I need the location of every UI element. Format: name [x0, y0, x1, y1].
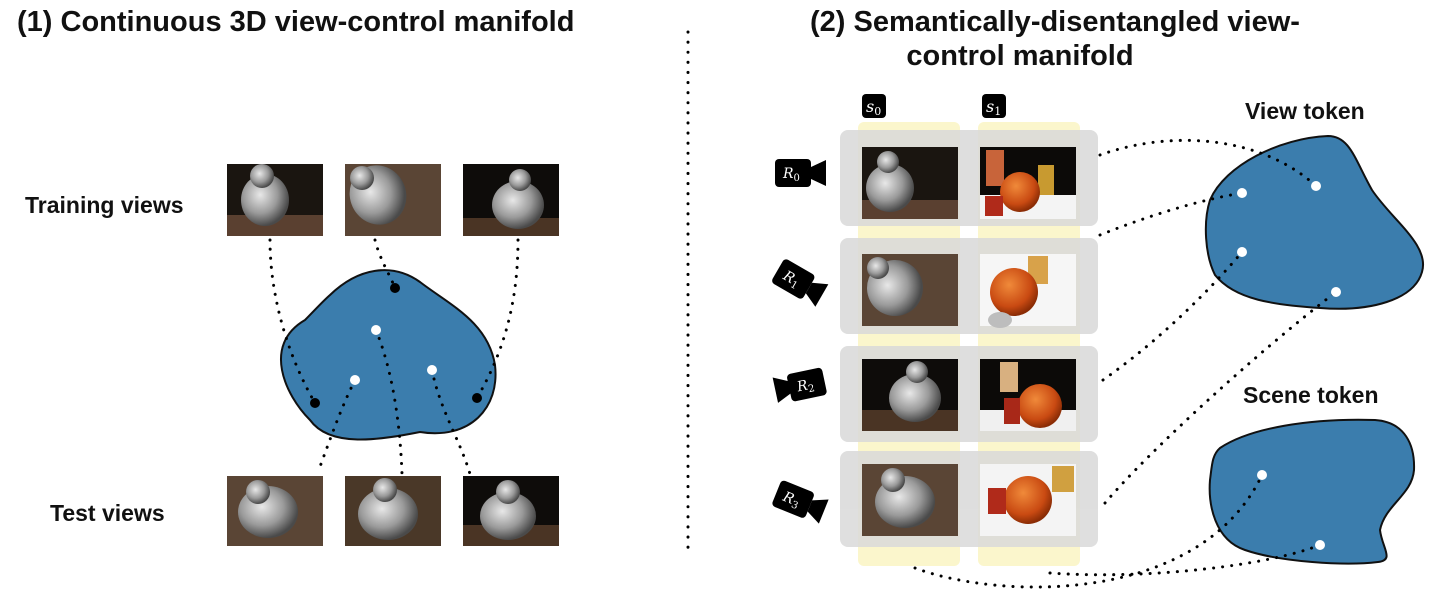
left-manifold-blob: [279, 269, 497, 441]
test-view-2: [345, 476, 441, 546]
training-view-1: [227, 164, 323, 236]
scene-tag-s0-text: s0: [866, 97, 881, 118]
camera-icon-r2: R2: [772, 367, 827, 403]
link-test1: [316, 378, 357, 474]
dot-train2: [390, 283, 400, 293]
scene-tag-s1-text: s1: [986, 97, 1001, 118]
grid-img-r0-s1: [980, 147, 1076, 219]
link-view-r1: [1098, 191, 1244, 237]
grid-img-r3-s1: [980, 464, 1076, 536]
right-title-line2: control manifold: [906, 40, 1134, 72]
link-scene-s1: [1048, 543, 1322, 577]
training-views-label: Training views: [25, 192, 184, 218]
grid-img-r1-s1: [980, 254, 1076, 328]
camera-icon-r0: R0: [775, 159, 826, 187]
grid-img-r2-s0: [862, 359, 958, 431]
link-view-r0: [1098, 138, 1318, 188]
dot-test2: [371, 325, 381, 335]
grid-img-r1-s0: [862, 254, 958, 326]
scene-dot-1: [1257, 470, 1267, 480]
view-dot-4: [1331, 287, 1341, 297]
scene-dot-2: [1315, 540, 1325, 550]
training-view-3: [463, 164, 559, 236]
grid-img-r3-s0: [862, 464, 958, 536]
link-train2: [373, 238, 397, 290]
test-view-1: [227, 476, 323, 546]
view-token-label: View token: [1245, 98, 1365, 124]
scene-tag-s1: s1: [982, 94, 1006, 118]
grid-img-r0-s0: [862, 147, 958, 219]
camera-icon-r1: R1: [772, 259, 829, 307]
link-view-r3: [1103, 290, 1338, 505]
view-token-blob: [1204, 134, 1425, 310]
scene-token-label: Scene token: [1243, 382, 1379, 408]
left-links: [268, 238, 520, 476]
right-panel-title: (2) Semantically-disentangled view- cont…: [810, 5, 1300, 73]
view-dot-3: [1237, 247, 1247, 257]
test-views-label: Test views: [50, 500, 165, 526]
view-dot-1: [1237, 188, 1247, 198]
right-links: [913, 138, 1338, 589]
camera-icon-r3: R3: [772, 480, 829, 524]
dot-test3: [427, 365, 437, 375]
link-test3: [430, 368, 472, 476]
link-test2: [374, 328, 404, 476]
camera-label-r3: R3: [779, 489, 802, 512]
scene-token-blob: [1208, 418, 1416, 565]
dot-train3: [472, 393, 482, 403]
training-view-2: [345, 164, 441, 236]
camera-label-r2: R2: [795, 376, 816, 397]
dot-train1: [310, 398, 320, 408]
left-panel-title: (1) Continuous 3D view-control manifold: [17, 6, 575, 38]
link-train3: [475, 238, 520, 400]
grid-img-r2-s1: [980, 359, 1076, 431]
camera-label-r0: R0: [782, 166, 800, 184]
view-dot-2: [1311, 181, 1321, 191]
test-view-3: [463, 476, 559, 546]
right-title-line1: (2) Semantically-disentangled view-: [810, 6, 1300, 38]
scene-tag-s0: s0: [862, 94, 886, 118]
dot-test1: [350, 375, 360, 385]
